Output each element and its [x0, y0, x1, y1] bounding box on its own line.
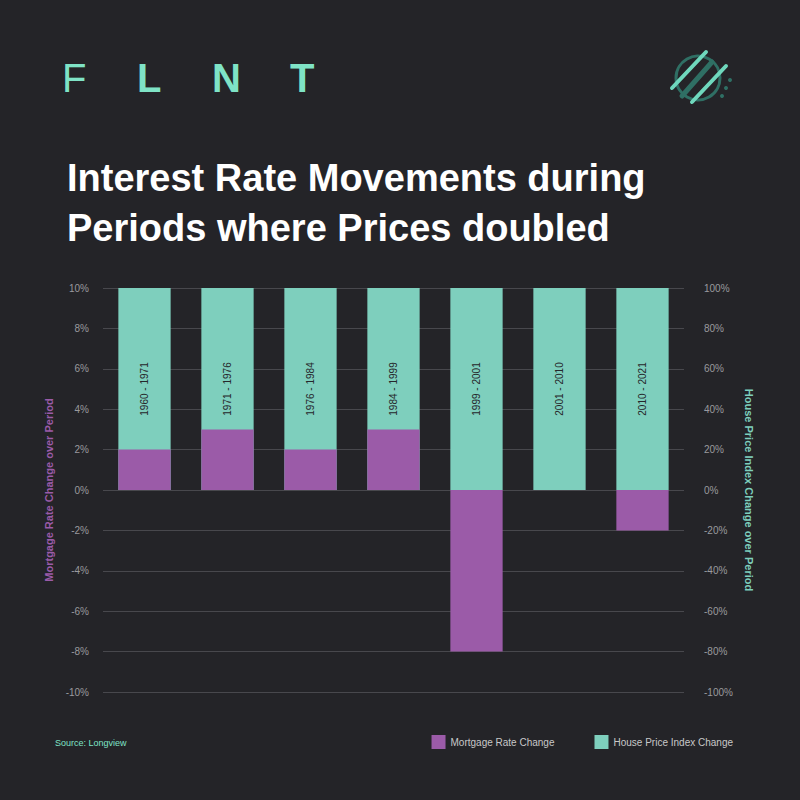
svg-text:Source: Longview: Source: Longview [55, 738, 127, 748]
svg-text:0%: 0% [75, 485, 90, 496]
svg-text:1971 - 1976: 1971 - 1976 [222, 362, 233, 416]
svg-text:40%: 40% [704, 404, 724, 415]
svg-text:T: T [290, 56, 314, 100]
svg-text:1976 - 1984: 1976 - 1984 [305, 362, 316, 416]
svg-text:4%: 4% [75, 404, 90, 415]
svg-text:Mortgage Rate Change: Mortgage Rate Change [451, 737, 555, 748]
svg-text:Mortgage Rate Change over Peri: Mortgage Rate Change over Period [43, 398, 55, 581]
svg-text:-20%: -20% [704, 525, 727, 536]
svg-text:10%: 10% [69, 283, 89, 294]
svg-text:60%: 60% [704, 363, 724, 374]
svg-text:House Price Index Change over: House Price Index Change over Period [743, 389, 755, 591]
svg-text:1960 - 1971: 1960 - 1971 [139, 362, 150, 416]
svg-text:L: L [137, 56, 161, 100]
svg-text:100%: 100% [704, 283, 730, 294]
svg-text:80%: 80% [704, 323, 724, 334]
svg-text:-60%: -60% [704, 606, 727, 617]
svg-text:-2%: -2% [71, 525, 89, 536]
svg-text:6%: 6% [75, 363, 90, 374]
svg-text:2001 - 2010: 2001 - 2010 [554, 362, 565, 416]
svg-text:8%: 8% [75, 323, 90, 334]
svg-text:-100%: -100% [704, 687, 733, 698]
svg-text:-4%: -4% [71, 565, 89, 576]
svg-text:-8%: -8% [71, 646, 89, 657]
svg-text:-6%: -6% [71, 606, 89, 617]
svg-text:2%: 2% [75, 444, 90, 455]
svg-text:1984 - 1999: 1984 - 1999 [388, 362, 399, 416]
svg-text:N: N [212, 56, 241, 100]
svg-text:-10%: -10% [66, 687, 89, 698]
svg-text:Interest Rate Movements during: Interest Rate Movements during [67, 157, 656, 199]
svg-text:0%: 0% [704, 485, 719, 496]
svg-text:F: F [62, 56, 86, 100]
svg-text:2010 - 2021: 2010 - 2021 [637, 362, 648, 416]
svg-text:-80%: -80% [704, 646, 727, 657]
svg-text:House Price Index Change: House Price Index Change [613, 737, 733, 748]
svg-text:-40%: -40% [704, 565, 727, 576]
svg-text:20%: 20% [704, 444, 724, 455]
svg-text:1999 - 2001: 1999 - 2001 [471, 362, 482, 416]
svg-text:Periods where Prices doubled: Periods where Prices doubled [67, 207, 610, 249]
